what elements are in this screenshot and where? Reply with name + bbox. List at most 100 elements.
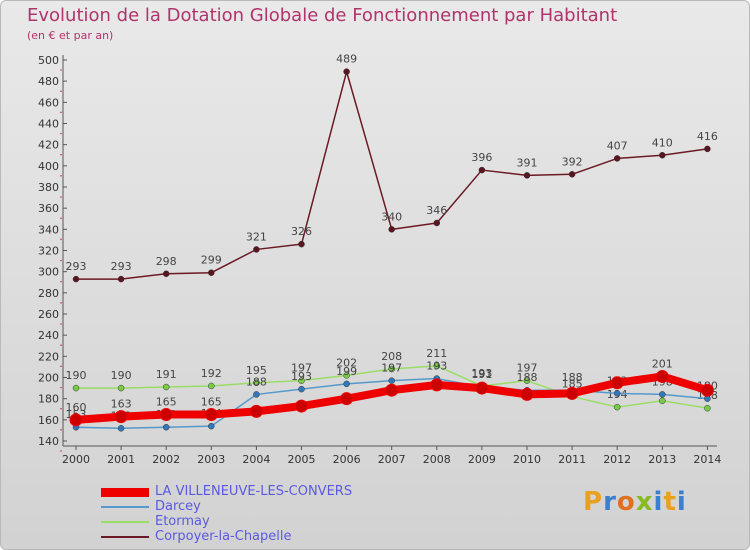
x-tick-label: 2000 [62,453,90,466]
data-point [208,269,215,276]
y-minor-dot [60,175,62,177]
y-minor-dot [60,259,62,262]
y-tick-label: 360 [38,202,59,215]
data-label: 211 [426,347,447,360]
data-point [298,240,305,248]
data-point [117,425,125,432]
data-label: 185 [562,378,583,391]
data-label: 190 [66,369,87,382]
legend-swatch [101,506,149,508]
data-label: 193 [426,360,447,373]
y-minor-dot [60,217,62,219]
data-point [523,377,531,384]
data-point [208,422,215,430]
data-point [659,397,666,405]
data-label: 165 [201,396,222,409]
data-label: 160 [66,401,87,414]
y-minor-dot [60,429,62,431]
legend-label: Corpoyer-la-Chapelle [155,529,292,544]
data-point [704,404,711,412]
data-point [253,391,260,398]
y-tick-label: 140 [38,435,59,448]
data-point [523,172,531,179]
data-point [253,246,260,253]
logo-letter: i [676,487,687,517]
data-point [117,275,125,283]
data-label: 191 [471,368,492,381]
y-tick-label: 420 [38,139,59,152]
y-minor-dot [60,323,62,325]
data-label: 340 [381,210,402,223]
chart-subtitle: (en € et par an) [27,29,114,42]
data-label: 346 [426,204,447,217]
legend-swatch [101,488,149,497]
data-point [343,372,350,379]
data-point [114,410,128,424]
y-minor-dot [60,344,62,346]
y-minor-dot [60,407,62,410]
data-point [253,379,260,387]
y-minor-dot [60,302,62,304]
y-minor-dot [60,69,62,71]
data-point [430,378,444,392]
x-tick-label: 2007 [378,453,406,466]
data-label: 489 [336,53,357,66]
data-label: 391 [517,156,538,169]
data-label: 191 [156,368,177,381]
y-tick-label: 500 [38,54,59,67]
data-point [433,219,441,227]
data-point [249,404,263,418]
data-label: 201 [652,357,673,370]
data-point [610,376,624,390]
data-point [159,408,173,422]
data-point [388,377,395,384]
x-tick-label: 2004 [242,453,270,466]
data-point [295,399,308,413]
data-point [613,155,621,162]
legend-swatch [101,536,149,538]
data-label: 396 [471,151,492,164]
data-point [208,382,215,390]
y-minor-dot [60,365,62,368]
y-tick-label: 400 [38,160,59,173]
y-minor-dot [60,280,62,283]
data-point [340,392,354,406]
legend-label: Etormay [155,514,210,529]
x-tick-label: 2014 [693,453,721,466]
logo-letter: x [635,487,654,517]
data-point [565,386,579,400]
data-point [385,383,399,397]
line-chart: 140 160 180 200 220 240 260 280 300 320 340 360 380 4… [38,53,721,466]
data-point [568,171,576,178]
y-tick-label: 300 [38,266,59,279]
data-point [162,423,170,431]
data-point [704,145,711,153]
data-label: 407 [607,139,628,152]
data-label: 192 [201,367,222,380]
data-point [298,385,305,393]
data-label: 298 [156,255,177,268]
data-label: 410 [652,136,673,149]
data-point [655,369,669,383]
x-tick-label: 2002 [152,453,180,466]
y-tick-label: 480 [38,75,59,88]
y-tick-label: 340 [38,223,59,236]
series-line-corpoyer-la-chapelle [75,70,709,280]
y-minor-dot [60,111,62,114]
legend-label: Darcey [155,499,201,514]
data-point [613,390,621,397]
logo-letter: i [653,487,664,517]
data-label: 163 [111,398,132,411]
x-tick-label: 2008 [423,453,451,466]
y-tick-label: 280 [38,287,59,300]
data-label: 195 [246,364,267,377]
data-label: 193 [291,370,312,383]
data-label: 193 [471,367,492,380]
x-tick-label: 2011 [558,453,586,466]
x-tick-label: 2006 [333,453,361,466]
data-point [72,384,80,392]
data-point [700,383,714,397]
y-tick-label: 240 [38,329,59,342]
y-tick-label: 320 [38,245,59,258]
